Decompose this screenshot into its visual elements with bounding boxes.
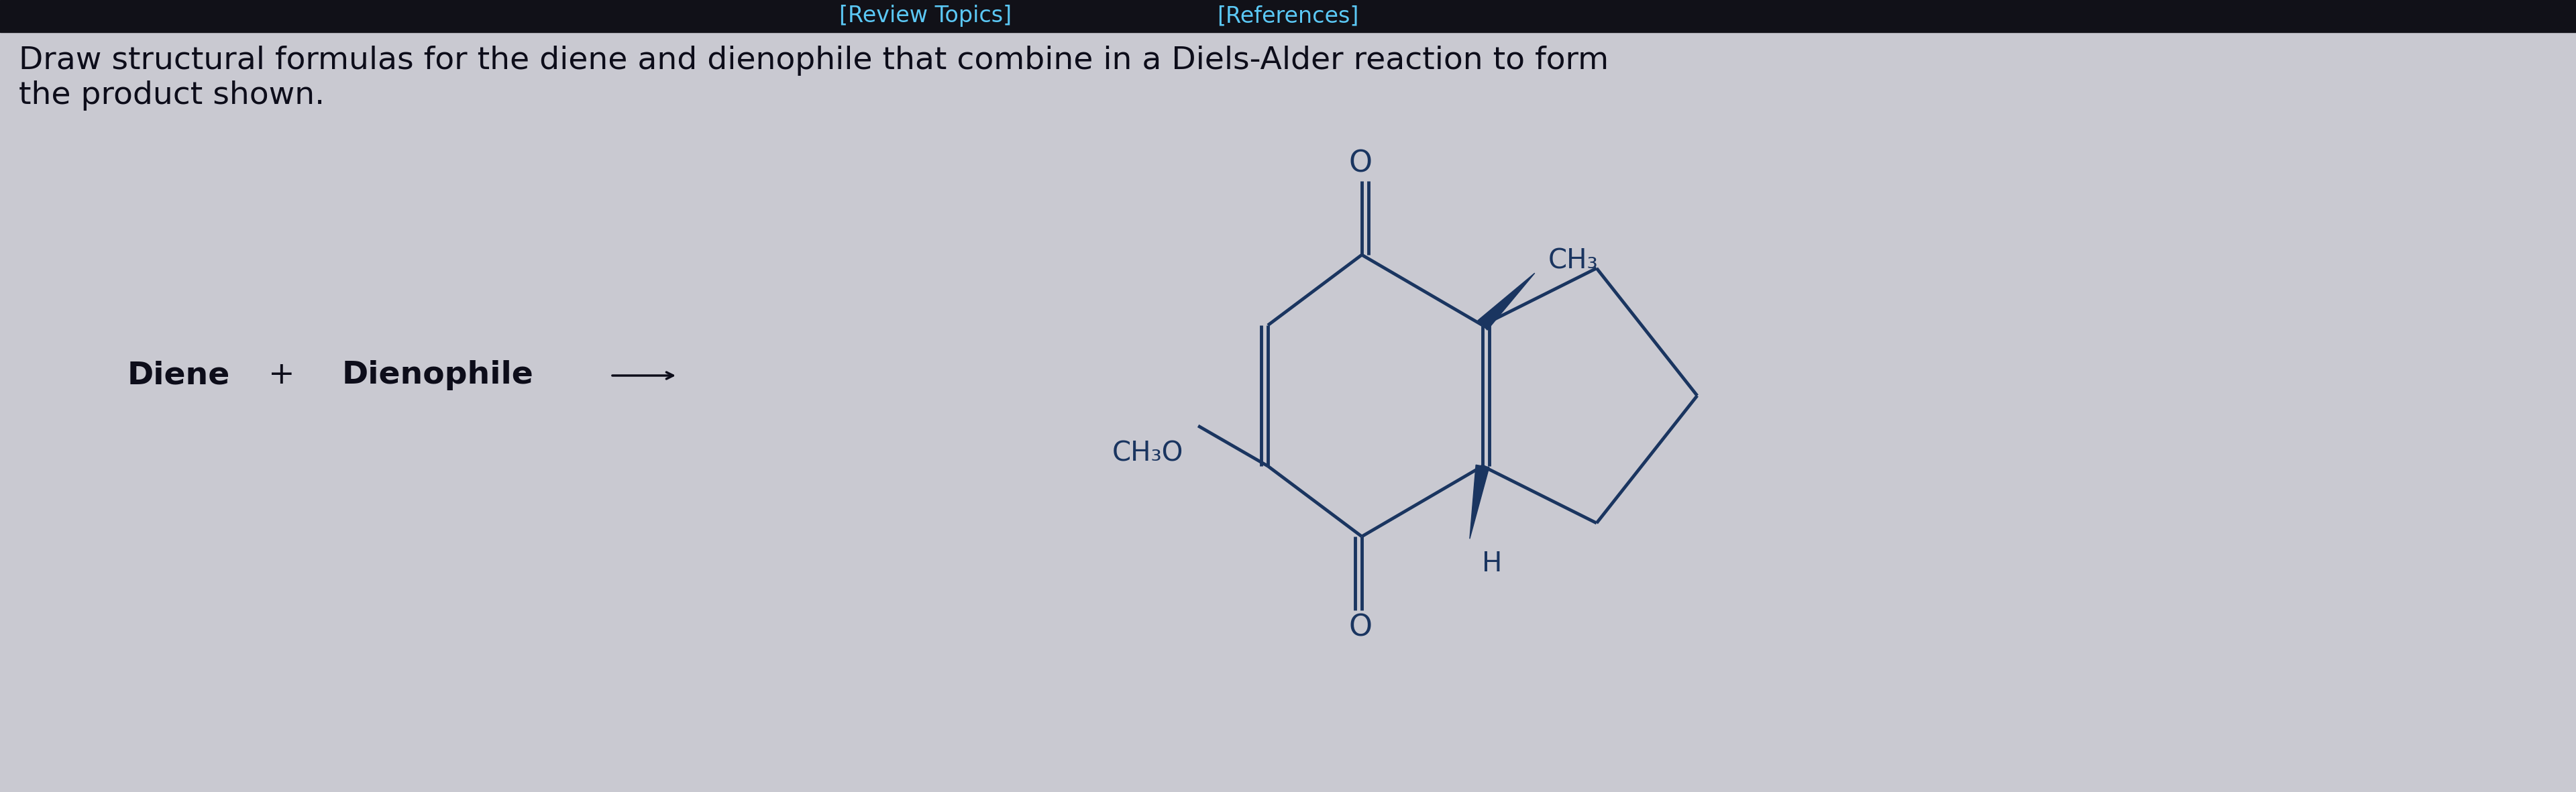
Polygon shape xyxy=(1471,465,1489,539)
Text: Diene: Diene xyxy=(126,360,229,390)
Text: +: + xyxy=(268,360,296,390)
Text: CH₃O: CH₃O xyxy=(1113,440,1182,467)
Text: the product shown.: the product shown. xyxy=(18,81,325,111)
Polygon shape xyxy=(1479,273,1535,330)
Text: O: O xyxy=(1350,613,1373,642)
Text: H: H xyxy=(1481,550,1502,577)
Text: [Review Topics]: [Review Topics] xyxy=(840,5,1012,27)
Bar xyxy=(0,0,2576,32)
Text: [References]: [References] xyxy=(1216,5,1360,27)
Text: Dienophile: Dienophile xyxy=(343,360,533,390)
Text: Draw structural formulas for the diene and dienophile that combine in a Diels-Al: Draw structural formulas for the diene a… xyxy=(18,46,1610,76)
Text: CH₃: CH₃ xyxy=(1548,248,1597,275)
Text: O: O xyxy=(1350,149,1373,178)
